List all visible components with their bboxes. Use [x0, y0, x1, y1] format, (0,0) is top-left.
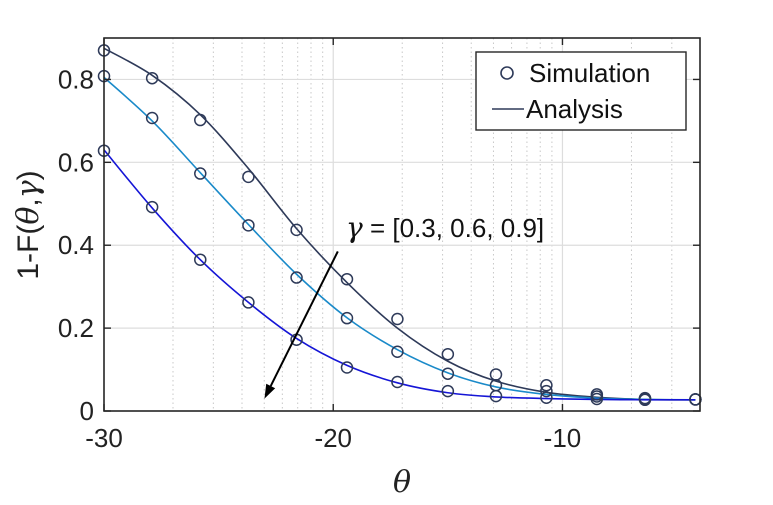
plot-frame	[103, 37, 701, 412]
annotation-gamma-symbol: γ	[346, 211, 363, 244]
y-tick-label: 0	[80, 396, 94, 426]
y-axis-label: 1-F(θ,γ)	[11, 170, 46, 279]
legend-box	[475, 51, 687, 131]
simulation-point-gamma-0.6	[145, 111, 159, 125]
simulation-point-gamma-0.9	[540, 391, 553, 404]
simulation-point-gamma-0.6	[391, 345, 404, 358]
simulation-point-gamma-0.3	[441, 347, 455, 361]
simulation-point-gamma-0.6	[340, 311, 354, 325]
simulation-point-gamma-0.9	[489, 389, 503, 403]
simulation-point-gamma-0.9	[194, 253, 207, 266]
legend-analysis-label: Analysis	[526, 94, 623, 124]
simulation-point-gamma-0.3	[540, 379, 553, 392]
simulation-point-gamma-0.6	[441, 367, 455, 380]
simulation-point-gamma-0.3	[145, 71, 159, 85]
y-tick-label: 0.4	[58, 230, 94, 260]
simulation-point-gamma-0.3	[340, 272, 354, 286]
simulation-point-gamma-0.9	[391, 375, 404, 389]
x-tick-labels: -30 -20 -10	[85, 423, 581, 453]
simulation-point-gamma-0.3	[391, 312, 404, 326]
simulation-point-gamma-0.3	[194, 113, 207, 127]
annotation-arrow-head	[264, 383, 276, 399]
legend-simulation-label: Simulation	[529, 58, 650, 88]
annotation-arrow-line	[269, 250, 339, 387]
analysis-line-gamma-0.6	[103, 76, 696, 401]
y-tick-label: 0.8	[58, 64, 94, 94]
simulation-point-gamma-0.9	[689, 393, 702, 406]
y-tick-label: 0.2	[58, 313, 94, 343]
simulation-point-gamma-0.9	[340, 361, 354, 374]
y-axis-label-prefix: 1-F(	[12, 225, 45, 280]
simulation-markers	[97, 44, 702, 407]
simulation-point-gamma-0.3	[242, 170, 255, 184]
annotation-values: = [0.3, 0.6, 0.9]	[363, 213, 544, 243]
y-tick-label: 0.6	[58, 147, 94, 177]
simulation-point-gamma-0.6	[242, 219, 255, 232]
y-axis-label-suffix: )	[12, 170, 45, 180]
axis-ticks	[103, 38, 700, 412]
simulation-point-gamma-0.9	[242, 296, 255, 309]
gamma-annotation: γ = [0.3, 0.6, 0.9]	[264, 211, 544, 399]
simulation-point-gamma-0.6	[540, 384, 553, 398]
simulation-point-gamma-0.9	[590, 392, 604, 406]
minor-grid	[172, 38, 673, 411]
x-tick-label: -10	[544, 423, 582, 453]
y-axis-label-theta: θ	[11, 207, 46, 225]
y-axis-label-comma: ,	[12, 198, 45, 206]
simulation-point-gamma-0.9	[441, 384, 455, 398]
annotation-label: γ = [0.3, 0.6, 0.9]	[346, 211, 544, 244]
x-tick-label: -20	[314, 423, 352, 453]
simulation-point-gamma-0.6	[194, 167, 207, 180]
simulation-point-gamma-0.9	[145, 200, 159, 214]
x-axis-label: θ	[393, 465, 411, 500]
simulation-point-gamma-0.3	[290, 223, 303, 237]
y-axis-label-gamma: γ	[11, 180, 46, 198]
simulation-point-gamma-0.6	[290, 271, 303, 284]
legend-simulation-marker	[500, 66, 514, 80]
simulation-point-gamma-0.9	[638, 393, 652, 407]
y-tick-labels: 0 0.2 0.4 0.6 0.8	[58, 64, 94, 426]
x-tick-label: -30	[85, 423, 123, 453]
legend: Simulation Analysis	[475, 51, 687, 131]
